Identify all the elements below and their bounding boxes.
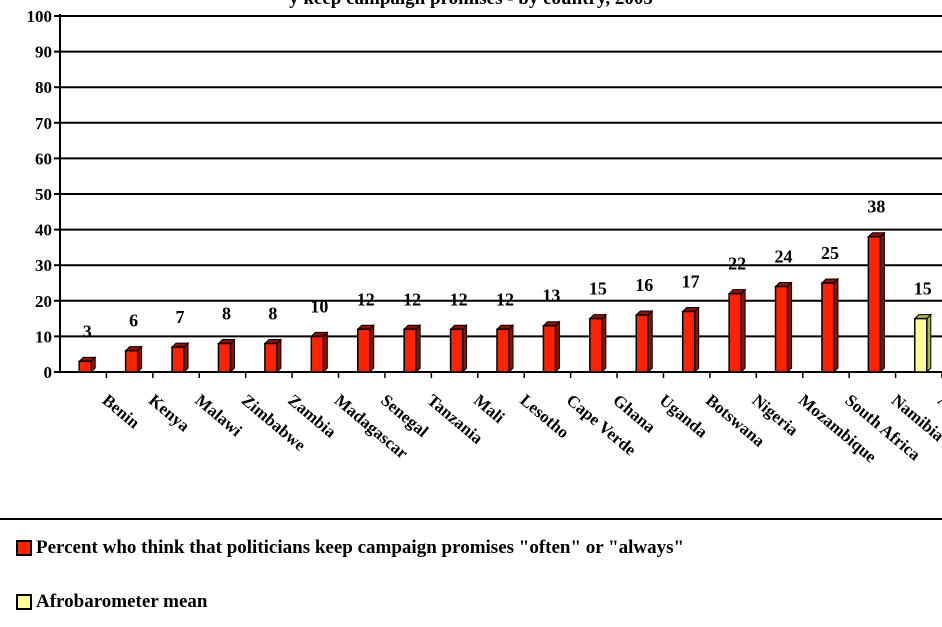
- y-tick-label: 50: [35, 185, 52, 204]
- y-tick-label: 60: [35, 149, 52, 168]
- bar: [124, 349, 139, 373]
- y-tick-label: 20: [35, 292, 52, 311]
- legend-divider: [0, 518, 942, 520]
- y-tick-label: 30: [35, 256, 52, 275]
- data-label: 12: [403, 289, 421, 309]
- bar: [774, 285, 789, 373]
- legend-swatch-yellow: [16, 594, 32, 610]
- y-tick-label: 80: [35, 78, 52, 97]
- data-label: 8: [222, 304, 231, 324]
- data-label: 6: [129, 311, 138, 331]
- y-tick-label: 40: [35, 221, 52, 240]
- y-tick-label: 90: [35, 43, 52, 62]
- data-label: 17: [682, 271, 700, 291]
- bar: [867, 235, 882, 373]
- legend-item-percent: Percent who think that politicians keep …: [16, 537, 684, 559]
- bar: [403, 328, 417, 373]
- data-label: 25: [821, 243, 839, 263]
- bar: [310, 335, 325, 373]
- data-label: 16: [635, 275, 653, 295]
- data-label: 13: [542, 286, 560, 306]
- bar: [496, 328, 510, 373]
- legend-item-mean: Afrobarometer mean: [16, 591, 207, 613]
- y-tick-label: 0: [44, 363, 53, 382]
- bar: [78, 360, 92, 373]
- chart-title: y keep campaign promises - by country, 2…: [0, 0, 942, 10]
- legend-label-mean: Afrobarometer mean: [36, 591, 208, 612]
- y-tick-label: 70: [35, 114, 52, 133]
- x-category-label: Benin: [99, 391, 144, 433]
- data-label: 10: [310, 296, 328, 316]
- bar: [264, 342, 278, 373]
- bar: [171, 346, 185, 373]
- bar: [728, 292, 742, 373]
- bar: [542, 324, 557, 373]
- data-label: 8: [268, 304, 277, 324]
- x-category-label: Malawi: [191, 391, 245, 441]
- bar-chart: 0 10 20 30 40 50 60 70 80 90 100 3 Benin 6 Kenya 7 Malaw…: [27, 7, 942, 467]
- bar: [449, 328, 464, 373]
- data-label: 15: [589, 279, 607, 299]
- data-label: 24: [775, 247, 793, 267]
- bar: [356, 328, 371, 373]
- data-label: 22: [728, 254, 746, 274]
- x-category-label: Lesotho: [516, 391, 572, 443]
- legend-label-percent: Percent who think that politicians keep …: [36, 537, 685, 558]
- y-tick-label: 10: [35, 327, 52, 346]
- data-label: 12: [450, 289, 468, 309]
- y-tick-label: 100: [27, 7, 53, 26]
- x-category-label: Uganda: [656, 391, 712, 442]
- data-label: 3: [83, 321, 92, 341]
- mean-bar: [914, 317, 928, 373]
- x-category-label: Kenya: [145, 391, 194, 436]
- data-label: 12: [496, 289, 514, 309]
- bar: [821, 282, 835, 373]
- bar: [217, 342, 232, 373]
- legend-swatch-red: [16, 540, 32, 556]
- bar: [635, 314, 650, 373]
- data-label: 7: [176, 307, 185, 327]
- bar: [681, 310, 696, 373]
- data-label: 15: [914, 279, 932, 299]
- x-category-label: Mali: [470, 391, 508, 428]
- data-label: 38: [867, 197, 885, 217]
- data-label: 12: [357, 289, 375, 309]
- bar: [589, 317, 603, 373]
